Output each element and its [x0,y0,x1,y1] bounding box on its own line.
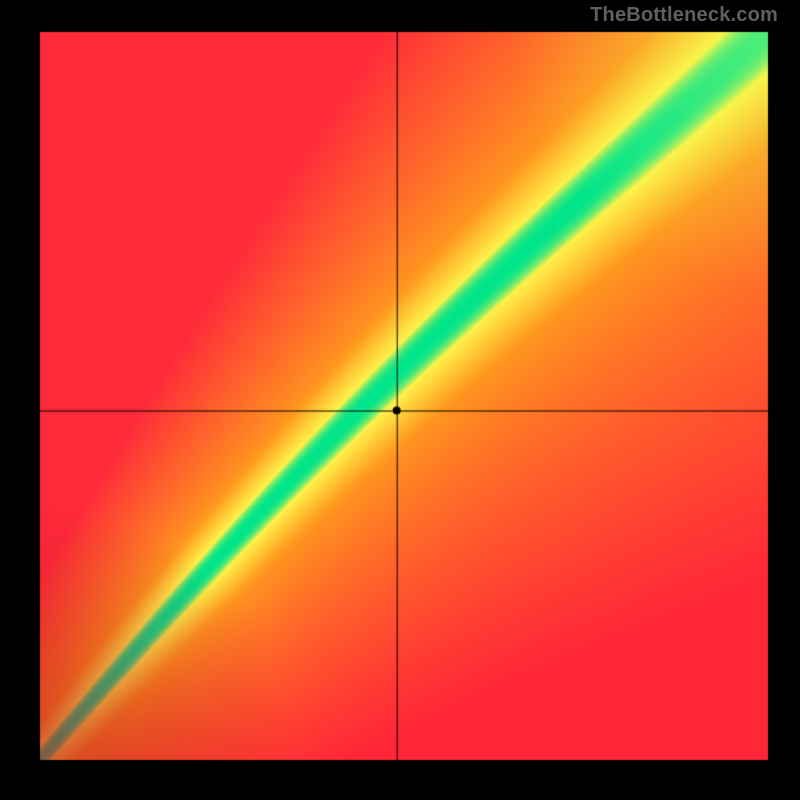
bottleneck-heatmap [0,0,800,800]
watermark-text: TheBottleneck.com [590,4,778,27]
chart-container: TheBottleneck.com [0,0,800,800]
